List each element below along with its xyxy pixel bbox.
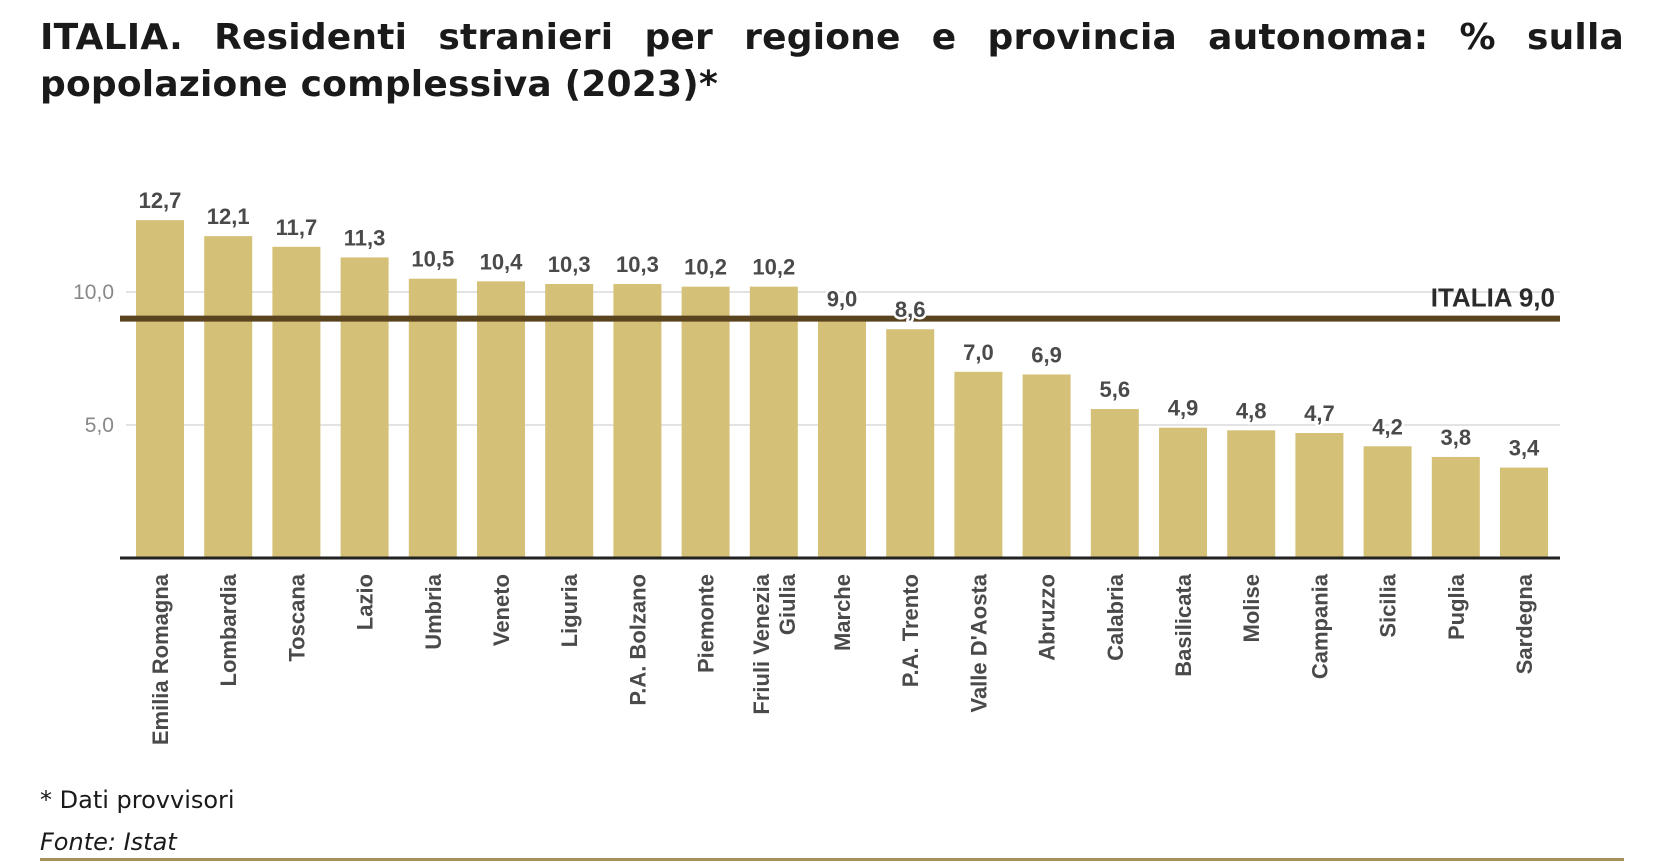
category-label-line: P.A. Bolzano: [625, 574, 650, 706]
bar: [681, 286, 730, 558]
reference-line-group: ITALIA 9,0: [120, 283, 1560, 322]
value-label: 3,4: [1509, 436, 1540, 461]
bar: [886, 329, 935, 558]
category-label-line: Calabria: [1103, 573, 1128, 661]
y-tick-label: 10,0: [73, 281, 114, 304]
category-label-line: Toscana: [284, 573, 309, 661]
category-label: Liguria: [557, 573, 582, 647]
bar: [1022, 374, 1071, 558]
bar: [613, 284, 662, 558]
category-label-line: Sardegna: [1512, 573, 1537, 674]
bar: [340, 257, 389, 558]
category-label-line: Umbria: [421, 573, 446, 650]
value-label: 11,3: [344, 225, 386, 250]
category-label-line: Marche: [830, 574, 855, 651]
bars: [136, 220, 1548, 558]
category-label: P.A. Trento: [898, 574, 923, 687]
category-label-line: Giulia: [775, 573, 800, 635]
bar: [1363, 446, 1412, 558]
category-label: Marche: [830, 574, 855, 651]
category-label-line: P.A. Trento: [898, 574, 923, 687]
value-label: 10,5: [411, 247, 454, 272]
value-label: 3,8: [1441, 425, 1472, 450]
bar: [1295, 432, 1344, 558]
value-label: 12,1: [207, 204, 250, 229]
category-label: Campania: [1307, 573, 1332, 679]
bar: [1090, 409, 1139, 558]
category-label: Lombardia: [216, 573, 241, 686]
category-label-line: Sicilia: [1376, 573, 1401, 637]
value-label: 6,9: [1031, 342, 1062, 367]
bar: [272, 246, 321, 558]
value-label: 10,2: [684, 255, 727, 280]
category-label: P.A. Bolzano: [625, 574, 650, 706]
chart-title: ITALIA. Residenti stranieri per regione …: [40, 17, 1624, 105]
category-label-line: Lombardia: [216, 573, 241, 686]
bar: [477, 281, 525, 558]
value-label: 10,2: [752, 255, 795, 280]
category-label-line: Basilicata: [1171, 573, 1196, 676]
category-label: Toscana: [284, 573, 309, 661]
value-label: 5,6: [1100, 377, 1131, 402]
value-label: 4,2: [1372, 414, 1403, 439]
category-label: Veneto: [489, 574, 514, 646]
category-label-line: Friuli Venezia: [749, 573, 774, 714]
bar: [545, 284, 594, 558]
value-label: 10,4: [480, 249, 524, 274]
category-label: Valle D'Aosta: [966, 573, 991, 712]
value-label: 7,0: [963, 340, 994, 365]
category-label: Molise: [1239, 574, 1264, 642]
bottom-rule: [40, 858, 1624, 861]
category-label-line: Abruzzo: [1035, 574, 1060, 661]
y-tick-label: 5,0: [85, 414, 114, 437]
category-label: Emilia Romagna: [148, 573, 173, 745]
category-label-line: Molise: [1239, 574, 1264, 642]
value-label: 10,3: [616, 252, 659, 277]
value-label: 12,7: [139, 188, 182, 213]
bar: [1227, 430, 1276, 558]
value-label: 11,7: [276, 215, 318, 240]
value-labels: 12,7 12,1 11,7 11,3 10,5 10,4 10,3 10,3 10,2 10,2…: [136, 186, 1542, 463]
bar: [1500, 467, 1548, 558]
category-label: Lazio: [353, 574, 378, 630]
category-label: Abruzzo: [1035, 574, 1060, 661]
value-label: 8,6: [895, 297, 926, 322]
bar: [1159, 427, 1207, 558]
category-label: Friuli VeneziaGiulia: [749, 573, 800, 714]
footnote: * Dati provvisori: [40, 786, 235, 814]
value-label: 10,3: [548, 252, 591, 277]
bar: [204, 236, 253, 558]
category-label-line: Liguria: [557, 573, 582, 647]
bar: [136, 220, 184, 558]
category-label: Basilicata: [1171, 573, 1196, 676]
bar: [954, 371, 1003, 558]
category-label: Calabria: [1103, 573, 1128, 661]
italia-average-label: ITALIA 9,0: [1431, 283, 1555, 313]
bar: [1431, 456, 1480, 558]
value-label: 4,7: [1304, 401, 1335, 426]
category-label: Sardegna: [1512, 573, 1537, 674]
bar: [749, 286, 798, 558]
bar-chart: 5,010,0 ITALIA 9,0 12,712,1 11,7 11,310,5 1…: [73, 186, 1560, 745]
category-label-line: Emilia Romagna: [148, 573, 173, 745]
category-label-line: Veneto: [489, 574, 514, 646]
category-label-line: Valle D'Aosta: [966, 573, 991, 712]
category-label: Umbria: [421, 573, 446, 650]
category-label-line: Lazio: [353, 574, 378, 630]
category-label: Piemonte: [694, 574, 719, 673]
source-note: Fonte: Istat: [40, 828, 177, 856]
category-labels: Emilia Romagna Lombardia Toscana Lazio Umbri…: [148, 573, 1537, 745]
value-label: 4,8: [1236, 398, 1267, 423]
value-label: 4,9: [1168, 396, 1199, 421]
value-label: 9,0: [827, 287, 858, 312]
bar: [408, 278, 457, 558]
category-label: Puglia: [1444, 573, 1469, 640]
category-label-line: Campania: [1307, 573, 1332, 679]
category-label-line: Piemonte: [694, 574, 719, 673]
bar: [818, 318, 866, 558]
category-label: Sicilia: [1376, 573, 1401, 637]
category-label-line: Puglia: [1444, 573, 1469, 640]
